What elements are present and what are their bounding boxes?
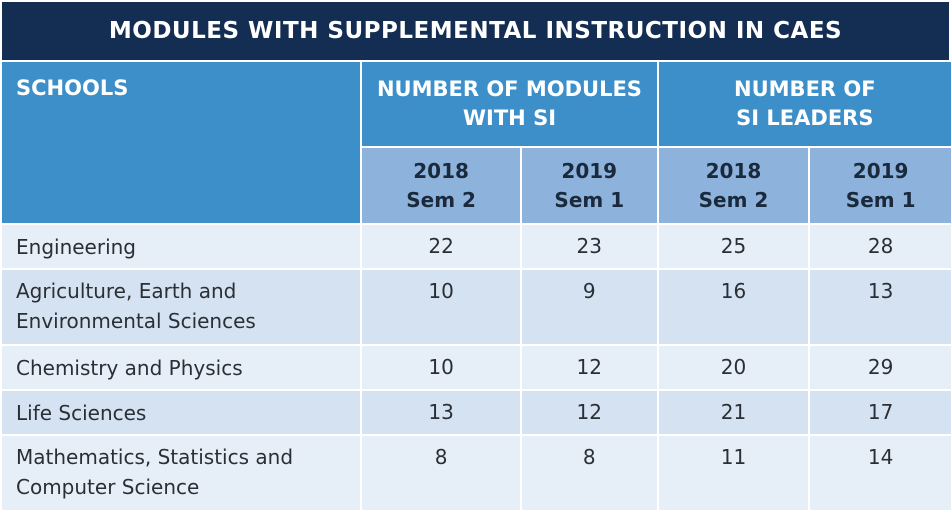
modules-2018-sem2-value: 10 xyxy=(362,346,520,389)
modules-2019-sem1-value: 9 xyxy=(521,270,657,344)
school-name: Agriculture, Earth and Environmental Sci… xyxy=(2,270,361,344)
leaders-2019-sem1-value: 17 xyxy=(810,391,951,434)
school-name: Mathematics, Statistics and Computer Sci… xyxy=(2,436,361,510)
modules-2018-sem2-value: 8 xyxy=(362,436,520,510)
data-table: SCHOOLS NUMBER OF MODULES WITH SI NUMBER… xyxy=(0,60,951,512)
leaders-2018-sem2-value: 16 xyxy=(658,270,809,344)
leaders-2019-sem1-value: 14 xyxy=(810,436,951,510)
modules-2019-sem1-value: 12 xyxy=(521,346,657,389)
school-name: Life Sciences xyxy=(2,391,361,434)
leaders-2019-sem1-value: 29 xyxy=(810,346,951,389)
modules-2018-sem2-value: 22 xyxy=(362,225,520,268)
modules-2019-sem1-value: 8 xyxy=(521,436,657,510)
modules-2018-sem2-value: 13 xyxy=(362,391,520,434)
header-number-of-modules: NUMBER OF MODULES WITH SI xyxy=(362,62,657,146)
subheader-modules-2018-sem2: 2018 Sem 2 xyxy=(362,148,520,223)
table-title: MODULES WITH SUPPLEMENTAL INSTRUCTION IN… xyxy=(2,2,949,60)
school-name: Engineering xyxy=(2,225,361,268)
table-row: Life Sciences 13 12 21 17 xyxy=(2,391,951,434)
header-schools: SCHOOLS xyxy=(2,62,361,223)
leaders-2018-sem2-value: 11 xyxy=(658,436,809,510)
table-row: Chemistry and Physics 10 12 20 29 xyxy=(2,346,951,389)
school-name: Chemistry and Physics xyxy=(2,346,361,389)
table-row: Mathematics, Statistics and Computer Sci… xyxy=(2,436,951,510)
leaders-2019-sem1-value: 28 xyxy=(810,225,951,268)
modules-2019-sem1-value: 23 xyxy=(521,225,657,268)
leaders-2018-sem2-value: 25 xyxy=(658,225,809,268)
subheader-leaders-2018-sem2: 2018 Sem 2 xyxy=(658,148,809,223)
leaders-2018-sem2-value: 20 xyxy=(658,346,809,389)
table-row: Agriculture, Earth and Environmental Sci… xyxy=(2,270,951,344)
modules-2019-sem1-value: 12 xyxy=(521,391,657,434)
subheader-leaders-2019-sem1: 2019 Sem 1 xyxy=(810,148,951,223)
modules-2018-sem2-value: 10 xyxy=(362,270,520,344)
table-row: Engineering 22 23 25 28 xyxy=(2,225,951,268)
leaders-2018-sem2-value: 21 xyxy=(658,391,809,434)
leaders-2019-sem1-value: 13 xyxy=(810,270,951,344)
header-number-of-si-leaders: NUMBER OF SI LEADERS xyxy=(658,62,951,146)
subheader-modules-2019-sem1: 2019 Sem 1 xyxy=(521,148,657,223)
